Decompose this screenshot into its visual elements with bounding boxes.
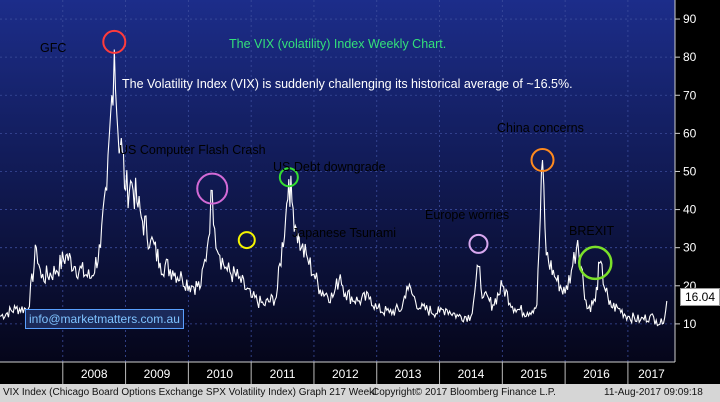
y-tick-label: 90 <box>683 12 697 26</box>
footer-bar: VIX Index (Chicago Board Options Exchang… <box>0 384 720 402</box>
y-tick-label: 40 <box>683 203 697 217</box>
footer-source: VIX Index (Chicago Board Options Exchang… <box>3 387 377 398</box>
footer-timestamp: 11-Aug-2017 09:09:18 <box>604 387 703 398</box>
annotation-japanese-tsunami: Japanese Tsunami <box>292 226 397 240</box>
y-tick-label: 60 <box>683 126 697 140</box>
y-tick-label: 50 <box>683 164 697 178</box>
y-tick-label: 10 <box>683 317 697 331</box>
x-tick-label: 2015 <box>520 367 547 381</box>
event-circle-5 <box>530 148 555 173</box>
last-value-badge: 16.04 <box>680 288 720 306</box>
x-tick-label: 2013 <box>395 367 422 381</box>
annotation-europe-worries: Europe worries <box>425 208 510 222</box>
chart-title: The VIX (volatility) Index Weekly Chart. <box>229 37 447 51</box>
x-tick-label: 2008 <box>81 367 108 381</box>
event-circle-0 <box>102 29 127 54</box>
event-circle-6 <box>578 245 613 281</box>
watermark-email: info@marketmatters.com.au <box>25 309 184 329</box>
annotation-china-concerns: China concerns <box>497 121 584 135</box>
annotation-debt-downgrade: US Debt downgrade <box>273 160 386 174</box>
y-tick-label: 70 <box>683 88 697 102</box>
event-circle-2 <box>278 167 299 188</box>
x-tick-label: 2009 <box>144 367 171 381</box>
x-tick-label: 2017 <box>638 367 665 381</box>
footer-copyright: Copyright© 2017 Bloomberg Finance L.P. <box>372 387 556 398</box>
x-axis-strip <box>0 362 675 384</box>
x-tick-label: 2012 <box>332 367 359 381</box>
event-circle-4 <box>468 233 489 254</box>
y-tick-label: 30 <box>683 241 697 255</box>
y-tick-label: 80 <box>683 50 697 64</box>
plot-background <box>0 0 675 362</box>
vix-series-line <box>0 49 668 327</box>
x-tick-label: 2016 <box>583 367 610 381</box>
annotation-brexit: BREXIT <box>569 224 615 238</box>
x-tick-label: 2010 <box>206 367 233 381</box>
chart-subtitle: The Volatility Index (VIX) is suddenly c… <box>122 77 573 91</box>
x-tick-label: 2014 <box>458 367 485 381</box>
x-tick-label: 2011 <box>270 367 296 381</box>
event-circle-1 <box>196 172 229 205</box>
annotation-gfc: GFC <box>40 41 67 55</box>
event-circle-3 <box>237 231 256 250</box>
annotation-flash-crash: US Computer Flash Crash <box>119 143 266 157</box>
